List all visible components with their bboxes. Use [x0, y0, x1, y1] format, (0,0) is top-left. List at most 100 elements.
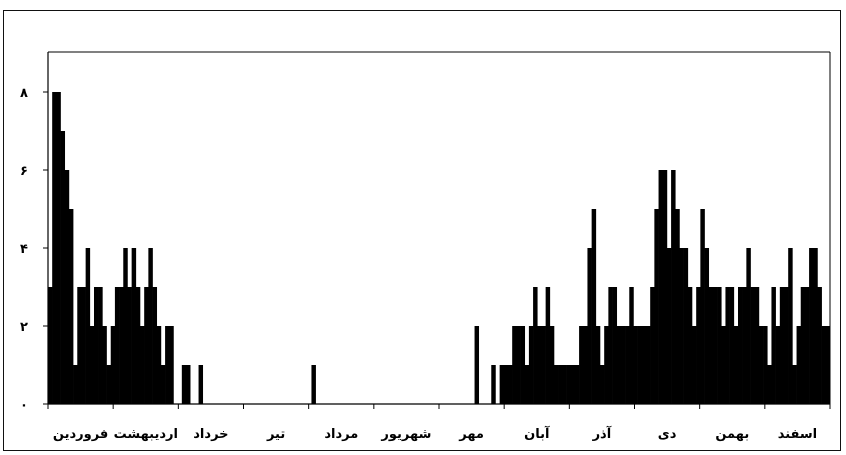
bar [771, 287, 776, 404]
bar [662, 170, 668, 404]
bar [650, 287, 655, 404]
bar [813, 248, 818, 404]
bar [717, 287, 722, 404]
bar [64, 170, 70, 404]
bar [110, 326, 116, 404]
bar [579, 326, 584, 404]
bar [165, 326, 170, 404]
bar [583, 326, 588, 404]
bar [721, 326, 726, 404]
bar [658, 170, 664, 404]
bar [821, 326, 827, 404]
bar [608, 287, 613, 404]
x-tick-label-month: آذر [592, 425, 612, 442]
bar [135, 287, 141, 404]
bar [800, 287, 806, 404]
bar [524, 365, 530, 404]
bar [491, 365, 496, 404]
x-tick-label-month: خرداد [193, 427, 228, 442]
bar [620, 326, 626, 404]
bar [675, 209, 680, 404]
bar [148, 248, 153, 404]
bar [106, 365, 112, 404]
bar [712, 287, 718, 404]
bar [131, 248, 137, 404]
y-tick-label: ۶ [20, 164, 28, 179]
bar [767, 365, 772, 404]
bar [804, 287, 810, 404]
bar [512, 326, 517, 404]
bar [763, 326, 768, 404]
bar [140, 326, 145, 404]
bar [696, 287, 701, 404]
bar [654, 209, 659, 404]
bar [156, 326, 162, 404]
bar [704, 248, 710, 404]
bar [516, 326, 521, 404]
bar [160, 365, 166, 404]
bar [692, 326, 697, 404]
bar [56, 92, 61, 404]
bar [612, 287, 618, 404]
bar [554, 365, 559, 404]
bar [503, 365, 509, 404]
bar [666, 248, 672, 404]
bar [600, 365, 605, 404]
bar [775, 326, 781, 404]
bar [625, 326, 630, 404]
bar [533, 287, 538, 404]
bar [85, 248, 91, 404]
bar [746, 248, 751, 404]
bar [784, 287, 789, 404]
bar [779, 287, 785, 404]
x-tick-label-month: فروردین [53, 427, 108, 442]
bar [98, 287, 103, 404]
bar [591, 209, 597, 404]
bar [558, 365, 563, 404]
bar [595, 326, 601, 404]
bar [541, 326, 546, 404]
bar [629, 287, 634, 404]
bar [679, 248, 684, 404]
bar [742, 287, 747, 404]
x-tick-label-month: اردیبهشت [114, 427, 178, 442]
bar [637, 326, 643, 404]
bar [102, 326, 107, 404]
bar [700, 209, 705, 404]
y-tick-label: ۴ [20, 242, 28, 257]
bar [738, 287, 743, 404]
bar [788, 248, 793, 404]
bar [499, 365, 505, 404]
bar [570, 365, 576, 404]
bar [52, 92, 57, 404]
x-tick-label-month: مهر [458, 427, 484, 442]
bar [646, 326, 651, 404]
bar [641, 326, 647, 404]
bar [537, 326, 542, 404]
bar [796, 326, 802, 404]
figure-frame [3, 10, 841, 451]
bar [152, 287, 158, 404]
bar [545, 287, 551, 404]
bar [119, 287, 124, 404]
bar [60, 131, 66, 404]
bar [708, 287, 714, 404]
bar [758, 326, 764, 404]
x-tick-label-month: شهریور [380, 427, 431, 442]
bar [683, 248, 689, 404]
bar [127, 287, 132, 404]
bar [77, 287, 82, 404]
bar [687, 287, 693, 404]
bar [181, 365, 187, 404]
bar [144, 287, 149, 404]
bar [48, 287, 53, 404]
bar [825, 326, 831, 404]
y-tick-label: ۸ [20, 86, 28, 101]
bar [186, 365, 191, 404]
bar [725, 287, 730, 404]
bar [566, 365, 572, 404]
bar [528, 326, 534, 404]
bar [587, 248, 592, 404]
bar [604, 326, 609, 404]
